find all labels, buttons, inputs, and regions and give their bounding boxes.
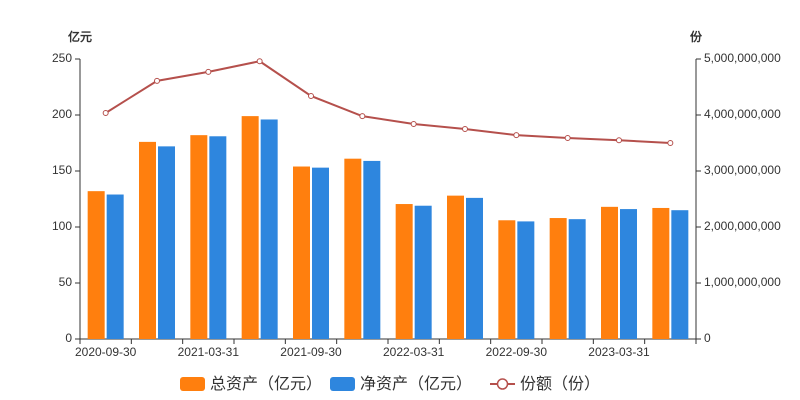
bar xyxy=(447,195,464,339)
line-point xyxy=(308,92,314,99)
bar xyxy=(209,136,227,339)
bar xyxy=(620,209,637,339)
line-point xyxy=(256,58,263,65)
bar xyxy=(312,167,329,339)
bar xyxy=(344,158,362,339)
legend-label: 总资产（亿元） xyxy=(210,375,322,393)
y-tick-label: 100 xyxy=(52,219,72,233)
line-point xyxy=(359,113,366,120)
x-tick-label: 2022-03-31 xyxy=(383,345,445,359)
x-tick-label: 2021-03-31 xyxy=(178,345,240,359)
bar xyxy=(363,160,381,339)
x-tick-label: 2021-09-30 xyxy=(280,345,342,359)
line-point xyxy=(205,68,212,75)
bar xyxy=(395,204,413,339)
line-point xyxy=(616,137,622,144)
line-point xyxy=(154,77,160,84)
line-point xyxy=(667,140,674,146)
bar xyxy=(568,219,586,339)
x-tick-label: 2023-03-31 xyxy=(588,345,650,359)
y-tick-label: 50 xyxy=(59,275,73,289)
legend-item: 净资产（亿元） xyxy=(330,375,472,393)
bar xyxy=(190,135,208,339)
y2-tick-label: 4,000,000,000 xyxy=(704,107,781,121)
bar xyxy=(414,205,432,339)
y-tick-label: 200 xyxy=(52,107,72,121)
bar xyxy=(466,197,483,339)
y-tick-label: 0 xyxy=(65,331,72,345)
x-tick-label: 2022-09-30 xyxy=(486,345,548,359)
y-axis-title: 亿元 xyxy=(68,29,92,44)
bar xyxy=(652,207,670,339)
x-tick-label: 2020-09-30 xyxy=(75,345,137,359)
bar xyxy=(549,218,567,339)
bar xyxy=(260,119,278,339)
line-point xyxy=(102,109,109,116)
bar xyxy=(293,166,310,339)
line-point xyxy=(513,132,520,139)
bar xyxy=(241,116,259,340)
y2-tick-label: 2,000,000,000 xyxy=(704,219,781,233)
line xyxy=(105,60,671,144)
y2-axis-title: 份 xyxy=(690,29,703,44)
line-point xyxy=(564,134,571,141)
legend-swatch xyxy=(496,378,509,390)
legend-swatch xyxy=(330,377,355,391)
bar xyxy=(87,191,105,339)
y2-tick-label: 3,000,000,000 xyxy=(704,163,781,177)
bar xyxy=(498,220,516,339)
legend-label: 份额（份） xyxy=(520,375,600,393)
bar xyxy=(139,141,156,339)
legend-item: 总资产（亿元） xyxy=(180,375,322,393)
bar xyxy=(671,210,689,339)
legend-swatch xyxy=(180,377,205,391)
legend-label: 净资产（亿元） xyxy=(360,375,472,393)
legend-item: 份额（份） xyxy=(490,375,600,393)
y2-tick-label: 0 xyxy=(704,331,711,345)
bar xyxy=(158,146,175,339)
y2-tick-label: 5,000,000,000 xyxy=(704,51,781,65)
y2-tick-label: 1,000,000,000 xyxy=(704,275,781,289)
bar xyxy=(106,194,124,339)
line-point xyxy=(462,126,468,132)
line-point xyxy=(410,120,417,127)
bar xyxy=(517,221,535,339)
y-tick-label: 150 xyxy=(52,163,72,177)
y-tick-label: 250 xyxy=(52,51,72,65)
bar xyxy=(601,206,618,339)
